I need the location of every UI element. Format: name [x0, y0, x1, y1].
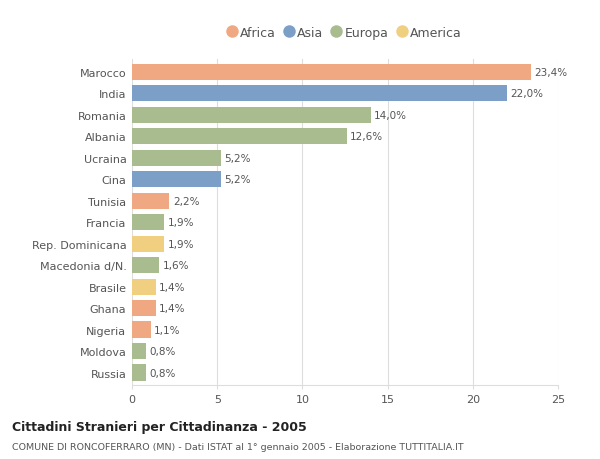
Text: Cittadini Stranieri per Cittadinanza - 2005: Cittadini Stranieri per Cittadinanza - 2… [12, 420, 307, 433]
Bar [132, 214, 164, 231]
Bar [132, 65, 531, 81]
Text: 1,4%: 1,4% [159, 282, 186, 292]
Bar [132, 107, 371, 123]
Bar [132, 172, 221, 188]
Text: 14,0%: 14,0% [374, 111, 407, 120]
Text: 0,8%: 0,8% [149, 346, 175, 356]
Bar [132, 86, 507, 102]
Text: 23,4%: 23,4% [534, 67, 567, 78]
Text: 1,1%: 1,1% [154, 325, 181, 335]
Text: 1,4%: 1,4% [159, 303, 186, 313]
Text: 12,6%: 12,6% [350, 132, 383, 142]
Legend: Africa, Asia, Europa, America: Africa, Asia, Europa, America [229, 27, 461, 40]
Bar [132, 300, 156, 316]
Text: 1,6%: 1,6% [163, 261, 189, 270]
Bar [132, 129, 347, 145]
Text: 5,2%: 5,2% [224, 175, 251, 185]
Bar [132, 150, 221, 166]
Bar [132, 343, 146, 359]
Bar [132, 193, 169, 209]
Text: 0,8%: 0,8% [149, 368, 175, 378]
Text: 2,2%: 2,2% [173, 196, 199, 206]
Text: 1,9%: 1,9% [168, 239, 194, 249]
Text: 22,0%: 22,0% [510, 89, 543, 99]
Bar [132, 322, 151, 338]
Text: 5,2%: 5,2% [224, 153, 251, 163]
Bar [132, 236, 164, 252]
Bar [132, 364, 146, 381]
Text: 1,9%: 1,9% [168, 218, 194, 228]
Bar [132, 279, 156, 295]
Text: COMUNE DI RONCOFERRARO (MN) - Dati ISTAT al 1° gennaio 2005 - Elaborazione TUTTI: COMUNE DI RONCOFERRARO (MN) - Dati ISTAT… [12, 442, 464, 451]
Bar [132, 257, 159, 274]
